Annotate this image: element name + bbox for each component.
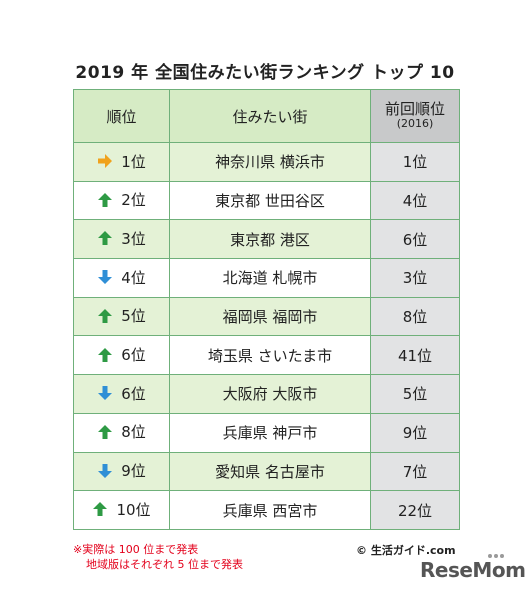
header-rank: 順位 <box>73 89 170 143</box>
previous-rank-cell: 22位 <box>370 490 460 530</box>
table-row: 4位 北海道 札幌市 3位 <box>73 258 460 298</box>
rank-value: 1位 <box>121 152 146 171</box>
table-row: 6位 埼玉県 さいたま市 41位 <box>73 335 460 376</box>
header-previous-label: 前回順位 <box>384 100 445 119</box>
previous-rank-cell: 1位 <box>370 142 460 182</box>
rank-wrapper: 6位 <box>97 383 146 404</box>
city-cell: 埼玉県 さいたま市 <box>169 335 371 376</box>
previous-rank-cell: 7位 <box>370 451 460 492</box>
arrow-up-icon <box>97 308 113 324</box>
previous-rank-cell: 41位 <box>370 335 460 376</box>
rank-cell: 1位 <box>73 142 170 182</box>
rank-cell: 4位 <box>73 258 170 298</box>
rank-cell: 5位 <box>73 296 170 337</box>
arrow-right-icon <box>97 153 113 169</box>
rank-cell: 10位 <box>73 490 170 530</box>
header-city: 住みたい街 <box>169 89 371 143</box>
arrow-up-icon <box>97 347 113 363</box>
city-cell: 神奈川県 横浜市 <box>169 142 371 182</box>
rank-cell: 6位 <box>73 335 170 376</box>
rank-wrapper: 9位 <box>97 460 146 481</box>
rank-value: 6位 <box>121 346 146 365</box>
previous-rank-cell: 5位 <box>370 374 460 414</box>
arrow-down-icon <box>97 463 113 479</box>
rank-wrapper: 2位 <box>97 189 146 210</box>
previous-rank-cell: 3位 <box>370 258 460 298</box>
rank-cell: 9位 <box>73 451 170 492</box>
table-row: 1位 神奈川県 横浜市 1位 <box>73 142 460 182</box>
rank-wrapper: 4位 <box>97 267 146 288</box>
resemom-logo: ReseMom <box>420 558 526 582</box>
rank-value: 8位 <box>121 423 146 442</box>
previous-rank-cell: 9位 <box>370 412 460 453</box>
footnote-line-2: 地域版はそれぞれ 5 位まで発表 <box>86 558 243 571</box>
source-credit: © 生活ガイド.com <box>356 544 456 557</box>
rank-value: 9位 <box>121 462 146 481</box>
rank-cell: 2位 <box>73 180 170 221</box>
previous-rank-cell: 6位 <box>370 219 460 260</box>
previous-rank-cell: 8位 <box>370 296 460 337</box>
city-cell: 大阪府 大阪市 <box>169 374 371 414</box>
table-row: 9位 愛知県 名古屋市 7位 <box>73 451 460 492</box>
arrow-up-icon <box>97 192 113 208</box>
rank-value: 4位 <box>121 268 146 287</box>
arrow-up-icon <box>97 424 113 440</box>
rank-cell: 8位 <box>73 412 170 453</box>
rank-value: 5位 <box>121 307 146 326</box>
arrow-up-icon <box>97 230 113 246</box>
table-row: 8位 兵庫県 神戸市 9位 <box>73 412 460 453</box>
rank-value: 3位 <box>121 229 146 248</box>
arrow-down-icon <box>97 385 113 401</box>
table-row: 10位 兵庫県 西宮市 22位 <box>73 490 460 530</box>
rank-wrapper: 6位 <box>97 344 146 365</box>
header-previous-year: (2016) <box>396 117 434 131</box>
city-cell: 東京都 港区 <box>169 219 371 260</box>
rank-value: 2位 <box>121 191 146 210</box>
table-row: 3位 東京都 港区 6位 <box>73 219 460 260</box>
rank-wrapper: 8位 <box>97 421 146 442</box>
rank-wrapper: 1位 <box>97 151 146 172</box>
arrow-down-icon <box>97 269 113 285</box>
rank-wrapper: 3位 <box>97 228 146 249</box>
chart-title: 2019 年 全国住みたい街ランキング トップ 10 <box>75 63 455 83</box>
rank-value: 10位 <box>116 500 151 519</box>
city-cell: 東京都 世田谷区 <box>169 180 371 221</box>
rank-cell: 6位 <box>73 374 170 414</box>
rank-value: 6位 <box>121 384 146 403</box>
footnote: ※実際は 100 位まで発表 地域版はそれぞれ 5 位まで発表 <box>73 542 243 572</box>
logo-decoration-icon <box>488 554 504 558</box>
previous-rank-cell: 4位 <box>370 180 460 221</box>
rank-wrapper: 10位 <box>92 499 151 520</box>
city-cell: 福岡県 福岡市 <box>169 296 371 337</box>
city-cell: 兵庫県 神戸市 <box>169 412 371 453</box>
header-previous-rank: 前回順位 (2016) <box>370 89 460 143</box>
table-row: 5位 福岡県 福岡市 8位 <box>73 296 460 337</box>
city-cell: 北海道 札幌市 <box>169 258 371 298</box>
city-cell: 愛知県 名古屋市 <box>169 451 371 492</box>
rank-cell: 3位 <box>73 219 170 260</box>
ranking-table: 順位 住みたい街 前回順位 (2016) 1位 神奈川県 横浜市 1位 2位 東京都 世… <box>73 89 460 530</box>
table-row: 6位 大阪府 大阪市 5位 <box>73 374 460 414</box>
table-header-row: 順位 住みたい街 前回順位 (2016) <box>73 89 460 143</box>
city-cell: 兵庫県 西宮市 <box>169 490 371 530</box>
table-row: 2位 東京都 世田谷区 4位 <box>73 180 460 221</box>
footnote-line-1: ※実際は 100 位まで発表 <box>73 543 199 556</box>
arrow-up-icon <box>92 501 108 517</box>
rank-wrapper: 5位 <box>97 305 146 326</box>
